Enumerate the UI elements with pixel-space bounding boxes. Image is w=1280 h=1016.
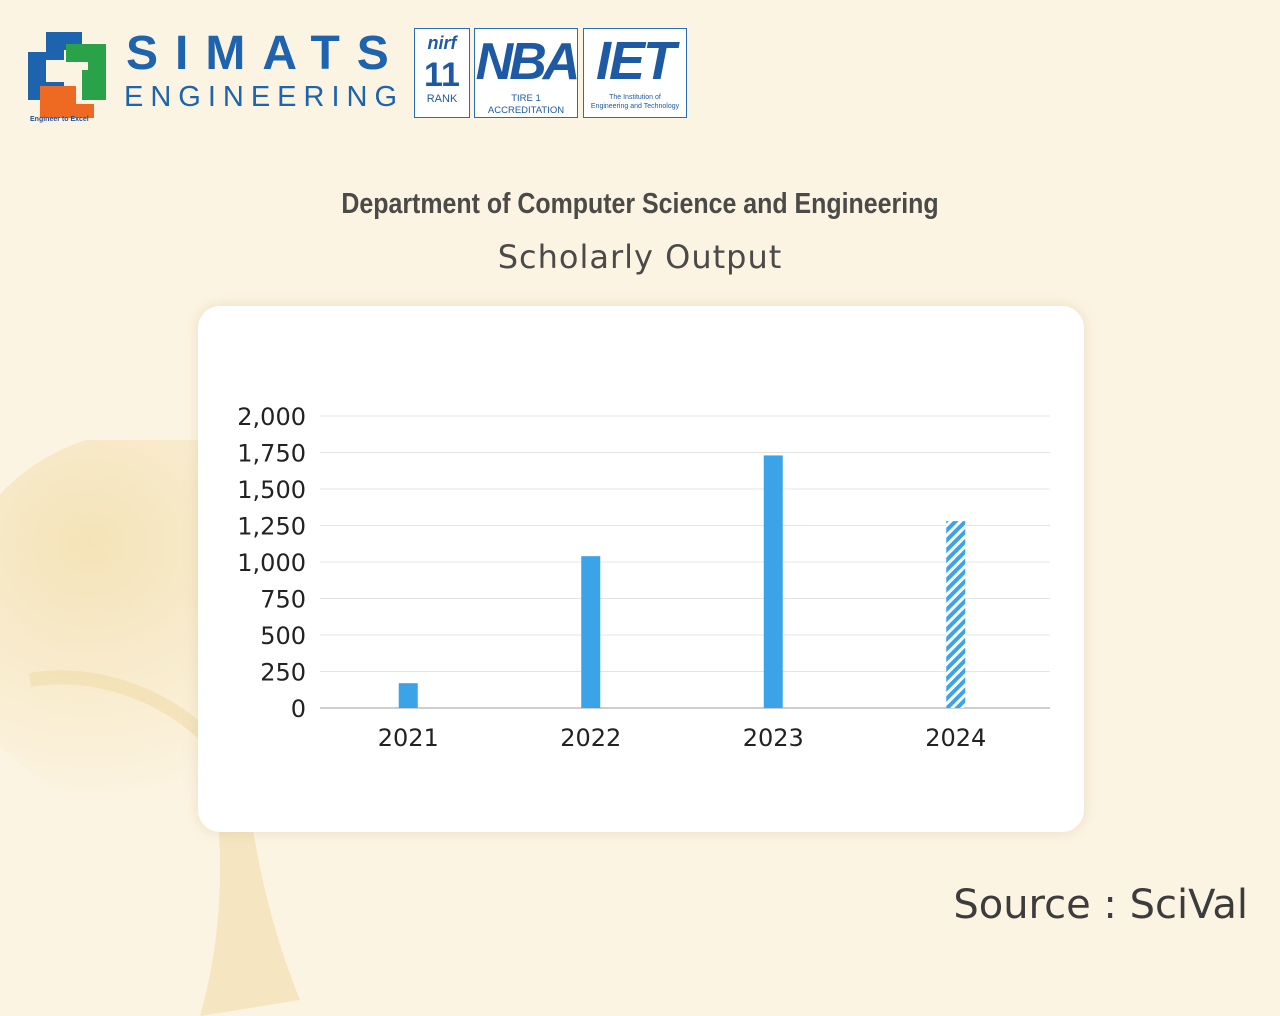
nba-badge: NBA TIRE 1 ACCREDITATION <box>474 28 581 118</box>
y-tick-label: 0 <box>291 695 306 723</box>
y-tick-label: 1,000 <box>237 549 306 577</box>
nba-logo: NBA <box>475 33 581 91</box>
nirf-rank-number: 11 <box>424 56 460 94</box>
bar-chart: 0 250 500 750 1,000 1,250 1,500 1,750 2,000 2021 2… <box>237 403 1050 752</box>
y-tick-label: 2,000 <box>237 403 306 431</box>
iet-logo: IET <box>595 31 676 91</box>
chart-card: 0 250 500 750 1,000 1,250 1,500 1,750 2,000 2021 2… <box>198 306 1084 832</box>
chart-title: Scholarly Output <box>497 238 783 276</box>
nba-accreditation-label: TIRE 1 ACCREDITATION <box>487 93 565 116</box>
y-tick-label: 1,750 <box>237 440 306 468</box>
bar-2021 <box>398 683 418 708</box>
x-tick-label: 2021 <box>378 724 439 752</box>
iet-subtitle-line2: Engineering and Technology <box>590 103 680 110</box>
x-tick-label: 2024 <box>925 724 986 752</box>
iet-badge: IET The Institution of Engineering and T… <box>583 28 687 118</box>
y-tick-label: 750 <box>260 586 306 614</box>
brand-subtitle: ENGINEERING <box>124 81 405 113</box>
department-title: Department of Computer Science and Engin… <box>341 188 939 220</box>
bar-2024 <box>946 521 966 708</box>
iet-subtitle-line1: The Institution of <box>609 94 661 101</box>
bar-2023 <box>763 455 783 708</box>
nirf-badge: nirf 11 RANK <box>414 28 470 118</box>
nirf-label: nirf <box>427 33 457 53</box>
y-tick-label: 1,500 <box>237 476 306 504</box>
x-tick-label: 2022 <box>560 724 621 752</box>
brand-name: SIMATS <box>126 27 406 80</box>
logo-tagline: Engineer to Excel <box>30 116 89 123</box>
simats-logo-icon <box>28 32 106 118</box>
x-tick-label: 2023 <box>743 724 804 752</box>
nirf-rank-label: RANK <box>426 93 458 105</box>
y-tick-label: 1,250 <box>237 513 306 541</box>
y-tick-label: 500 <box>260 622 306 650</box>
y-tick-label: 250 <box>260 659 306 687</box>
bar-2022 <box>581 556 601 708</box>
source-label: Source : SciVal <box>953 882 1248 928</box>
